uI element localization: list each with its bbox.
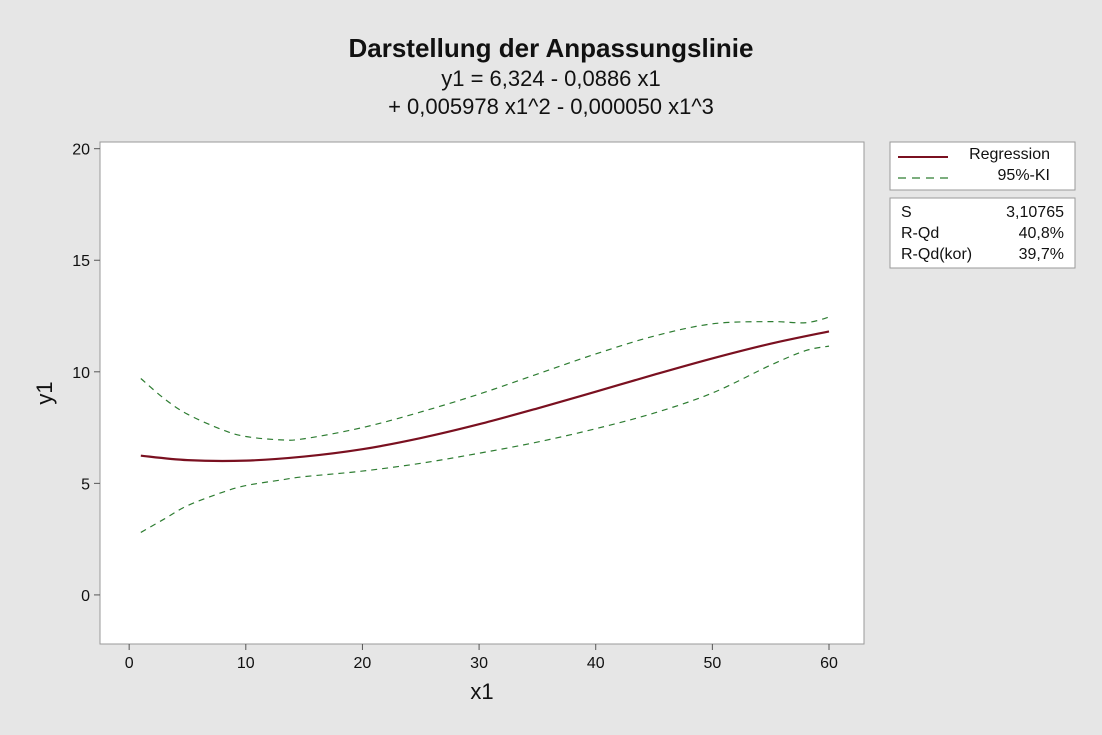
- x-tick-label: 0: [125, 655, 134, 672]
- y-tick-label: 0: [81, 588, 90, 605]
- chart-title: Darstellung der Anpassungslinie: [348, 33, 753, 63]
- x-tick-label: 30: [470, 655, 488, 672]
- series-layer: [140, 316, 830, 533]
- x-axis-label: x1: [470, 679, 493, 704]
- stat-label-s: S: [901, 204, 912, 221]
- legend-box: [889, 141, 1076, 191]
- x-axis: 0 10 20 30 40 50 60: [125, 644, 838, 672]
- y-tick-label: 5: [81, 476, 90, 493]
- stat-value-r-qd-kor: 39,7%: [1019, 246, 1064, 263]
- ci-lower-line: [140, 345, 830, 533]
- x-tick-label: 60: [820, 655, 838, 672]
- regression-line: [140, 330, 830, 463]
- y-tick-label: 10: [72, 365, 90, 382]
- legend-label-ci: 95%-KI: [998, 167, 1050, 184]
- stat-value-r-qd: 40,8%: [1019, 225, 1064, 242]
- y-tick-label: 20: [72, 142, 90, 159]
- legend-label-regression: Regression: [969, 146, 1050, 163]
- chart-equation-line-2: + 0,005978 x1^2 - 0,000050 x1^3: [388, 94, 714, 119]
- y-axis-label: y1: [32, 381, 57, 404]
- stats-panel: S 3,10765 R-Qd 40,8% R-Qd(kor) 39,7%: [889, 197, 1076, 269]
- y-tick-label: 15: [72, 253, 90, 270]
- stat-label-r-qd: R-Qd: [901, 225, 939, 242]
- chart-equation-line-1: y1 = 6,324 - 0,0886 x1: [441, 66, 661, 91]
- legend: Regression 95%-KI: [889, 141, 1076, 191]
- stats-box: [889, 197, 1076, 269]
- x-tick-label: 20: [354, 655, 372, 672]
- stat-value-s: 3,10765: [1006, 204, 1064, 221]
- stat-label-r-qd-kor: R-Qd(kor): [901, 246, 972, 263]
- x-tick-label: 10: [237, 655, 255, 672]
- ci-upper-line: [140, 316, 830, 441]
- y-axis: 0 5 10 15 20: [72, 142, 100, 605]
- x-tick-label: 40: [587, 655, 605, 672]
- x-tick-label: 50: [703, 655, 721, 672]
